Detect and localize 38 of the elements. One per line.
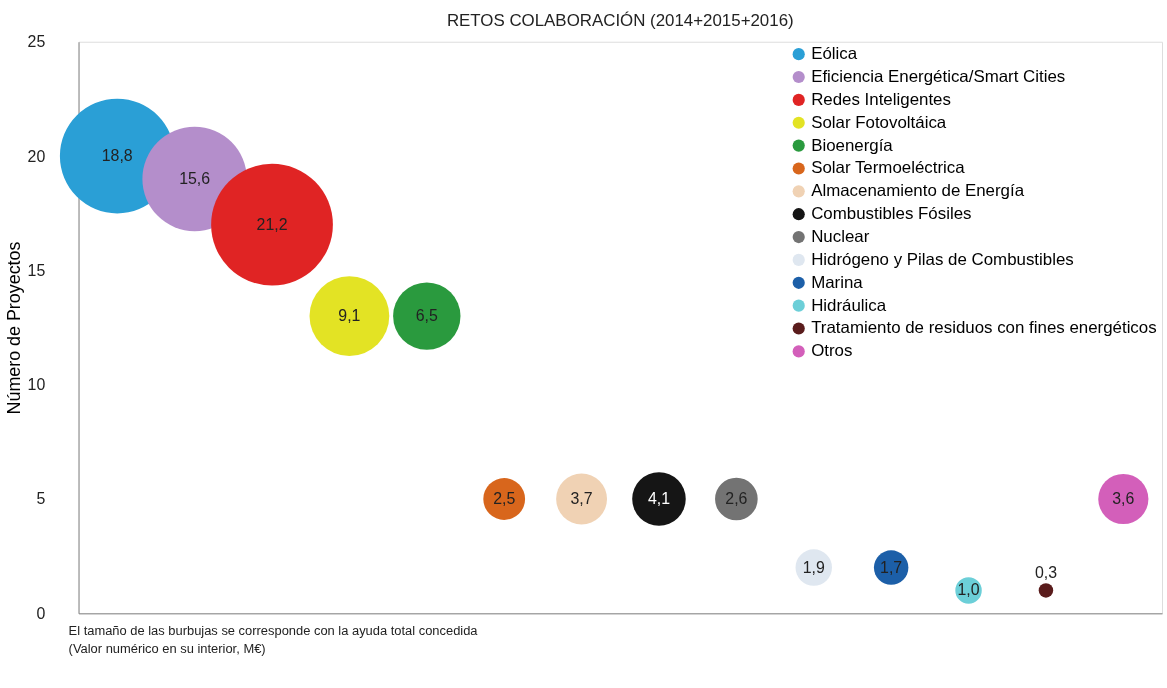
- data-label: 3,7: [570, 489, 593, 507]
- legend-label: Combustibles Fósiles: [811, 204, 972, 224]
- data-label: 1,0: [957, 581, 980, 599]
- chart-title: RETOS COLABORACIÓN (2014+2015+2016): [446, 10, 794, 30]
- legend-label: Hidrógeno y Pilas de Combustibles: [811, 249, 1074, 269]
- legend-label: Redes Inteligentes: [811, 89, 951, 109]
- y-tick-label: 15: [27, 261, 46, 279]
- legend-label: Eólica: [811, 44, 858, 64]
- text: (Valor numérico en su interior, M€): [68, 641, 266, 657]
- legend-label: Hidráulica: [811, 295, 887, 315]
- data-label: 0,3: [1034, 563, 1058, 581]
- y-axis-title: Número de Proyectos: [3, 241, 24, 415]
- text: El tamaño de las burbujas se corresponde con la ayuda total concedida: [68, 623, 479, 639]
- y-tick-label: 10: [27, 376, 46, 394]
- data-label: 18,8: [101, 147, 133, 165]
- data-label: 15,6: [179, 169, 211, 187]
- y-tick-label: 5: [36, 490, 46, 508]
- legend-label: Eficiencia Energética/Smart Cities: [811, 67, 1066, 86]
- data-label: 9,1: [338, 307, 361, 325]
- data-label: 4,1: [647, 489, 671, 507]
- legend-label: Bioenergía: [811, 135, 894, 155]
- legend-label: Marina: [811, 272, 864, 292]
- data-label: 6,5: [415, 307, 438, 325]
- legend-label: Almacenamiento de Energía: [811, 181, 1025, 201]
- legend-label: Otros: [811, 341, 853, 361]
- y-tick-label: 20: [27, 147, 46, 165]
- legend-label: Solar Fotovoltáica: [811, 112, 947, 132]
- data-label: 1,9: [802, 558, 825, 576]
- legend-label: Solar Termoeléctrica: [811, 158, 966, 178]
- data-label: 2,6: [725, 489, 748, 507]
- legend-label: Tratamiento de residuos con fines energéticos: [811, 318, 1157, 338]
- data-label: 3,6: [1112, 489, 1135, 507]
- y-tick-label: 0: [36, 604, 46, 622]
- data-label: 21,2: [256, 215, 288, 233]
- legend-label: Nuclear: [811, 227, 870, 247]
- data-label: 1,7: [880, 558, 903, 576]
- y-tick-label: 25: [27, 33, 46, 51]
- data-label: 2,5: [493, 489, 516, 507]
